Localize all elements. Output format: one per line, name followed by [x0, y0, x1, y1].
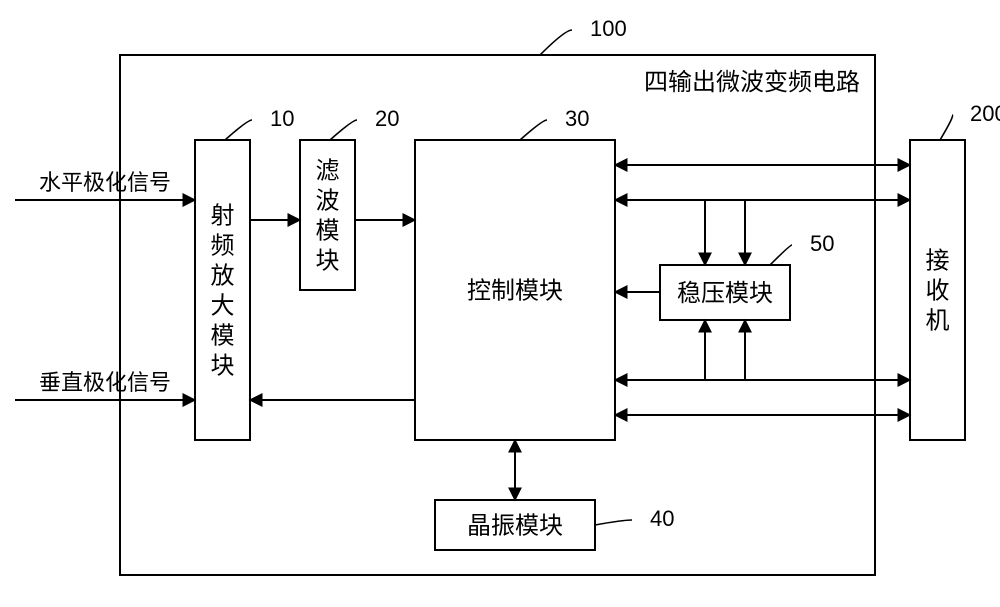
ref-200: 200 — [970, 101, 1000, 126]
diagram-canvas: 四输出微波变频电路射频放大模块 滤波模块控制模块晶振模块 稳压模块 接收机 水平极化信号… — [0, 0, 1000, 607]
block-receiver-label: 接收机 — [926, 247, 950, 334]
block-vreg-label: 稳压模块 — [677, 280, 773, 307]
leader-50 — [770, 245, 792, 265]
ref-10: 10 — [270, 106, 294, 131]
leader-30 — [520, 120, 547, 140]
ref-100: 100 — [590, 16, 627, 41]
ref-50: 50 — [810, 231, 834, 256]
block-filter-label: 滤波模块 — [316, 157, 340, 274]
ref-20: 20 — [375, 106, 399, 131]
outer-title: 四输出微波变频电路 — [644, 69, 860, 96]
block-xtal-label: 晶振模块 — [467, 512, 563, 539]
leader-10 — [225, 120, 252, 140]
block-control-label: 控制模块 — [467, 277, 563, 304]
ref-30: 30 — [565, 106, 589, 131]
block-rfamp-label: 射频放大模块 — [211, 202, 235, 379]
label-vpol: 垂直极化信号 — [39, 370, 171, 395]
block-rfamp — [195, 140, 250, 440]
ref-40: 40 — [650, 506, 674, 531]
leader-20 — [330, 120, 357, 140]
leader-40 — [595, 520, 632, 525]
leader-100 — [540, 30, 572, 55]
label-hpol: 水平极化信号 — [39, 170, 171, 195]
leader-200 — [940, 115, 953, 140]
